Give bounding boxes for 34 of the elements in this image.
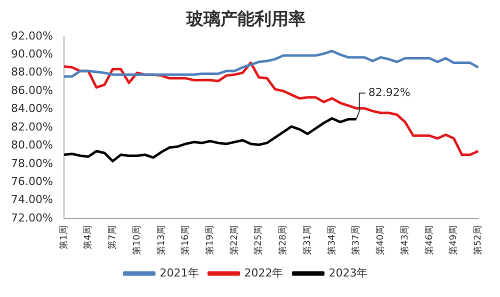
x-tick-label: 第40周 (375, 226, 386, 255)
x-tick-label: 第37周 (350, 226, 362, 255)
x-tick-label: 第16周 (180, 226, 192, 255)
x-tick-label: 第13周 (156, 226, 167, 255)
x-tick-label: 第52周 (472, 226, 484, 255)
y-tick-label: 82.00% (10, 120, 53, 134)
x-tick-label: 第10周 (131, 226, 142, 255)
x-tick-label: 第25周 (253, 226, 264, 255)
y-tick-label: 84.00% (10, 102, 53, 116)
x-tick-label: 第46周 (424, 226, 435, 255)
x-tick-label: 第4周 (82, 226, 94, 250)
x-tick-label: 第28周 (278, 226, 289, 255)
y-tick-label: 90.00% (10, 47, 53, 60)
x-tick-label: 第34周 (326, 226, 338, 255)
legend-label: 2021年 (160, 266, 199, 280)
legend-label: 2023年 (328, 266, 368, 280)
x-tick-label: 第31周 (302, 226, 313, 255)
x-tick-label: 第7周 (107, 226, 118, 250)
x-tick-label: 第49周 (448, 226, 460, 255)
y-tick-label: 78.00% (10, 156, 53, 170)
y-tick-label: 72.00% (10, 211, 53, 224)
y-tick-label: 76.00% (10, 174, 53, 188)
y-tick-label: 80.00% (10, 138, 53, 152)
y-tick-label: 86.00% (10, 84, 53, 97)
annotation: 82.92% (368, 86, 410, 99)
x-tick-label: 第19周 (204, 226, 216, 255)
y-tick-label: 74.00% (10, 193, 53, 206)
x-tick-label: 第22周 (228, 226, 240, 255)
legend-label: 2022年 (244, 266, 284, 280)
chart-title: 玻璃产能利用率 (186, 10, 306, 30)
x-tick-label: 第1周 (58, 226, 70, 250)
x-tick-label: 第43周 (399, 226, 410, 255)
y-tick-label: 92.00% (10, 29, 53, 42)
y-tick-label: 88.00% (10, 66, 53, 79)
